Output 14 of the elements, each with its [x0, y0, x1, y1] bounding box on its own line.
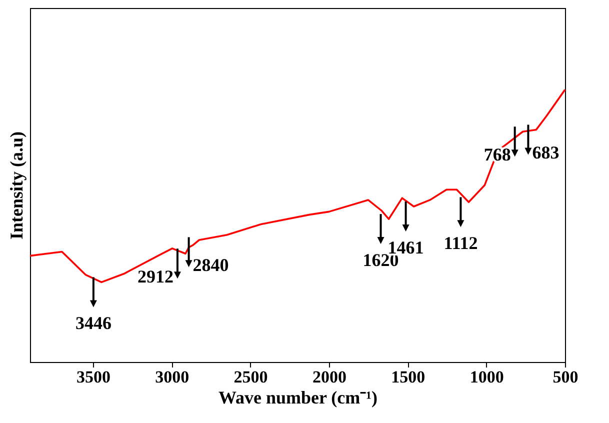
x-tick-label: 2000: [312, 368, 346, 386]
annotation: 3446: [75, 313, 112, 334]
x-tick-label: 2500: [234, 368, 268, 386]
annotation: 2840: [192, 255, 229, 276]
annotation: 2912: [137, 266, 174, 287]
x-axis-title: Wave number (cm⁻¹): [218, 388, 378, 408]
x-tick-label: 1000: [470, 368, 504, 386]
x-tick-label: 500: [552, 368, 578, 386]
y-axis-title: Intensity (a.u): [6, 131, 26, 240]
annotation: 1112: [444, 233, 478, 254]
annotation: 683: [532, 142, 560, 163]
x-tick-label: 3500: [76, 368, 110, 386]
x-tick-label: 3000: [155, 368, 190, 386]
x-tick-label: 1500: [391, 368, 426, 386]
